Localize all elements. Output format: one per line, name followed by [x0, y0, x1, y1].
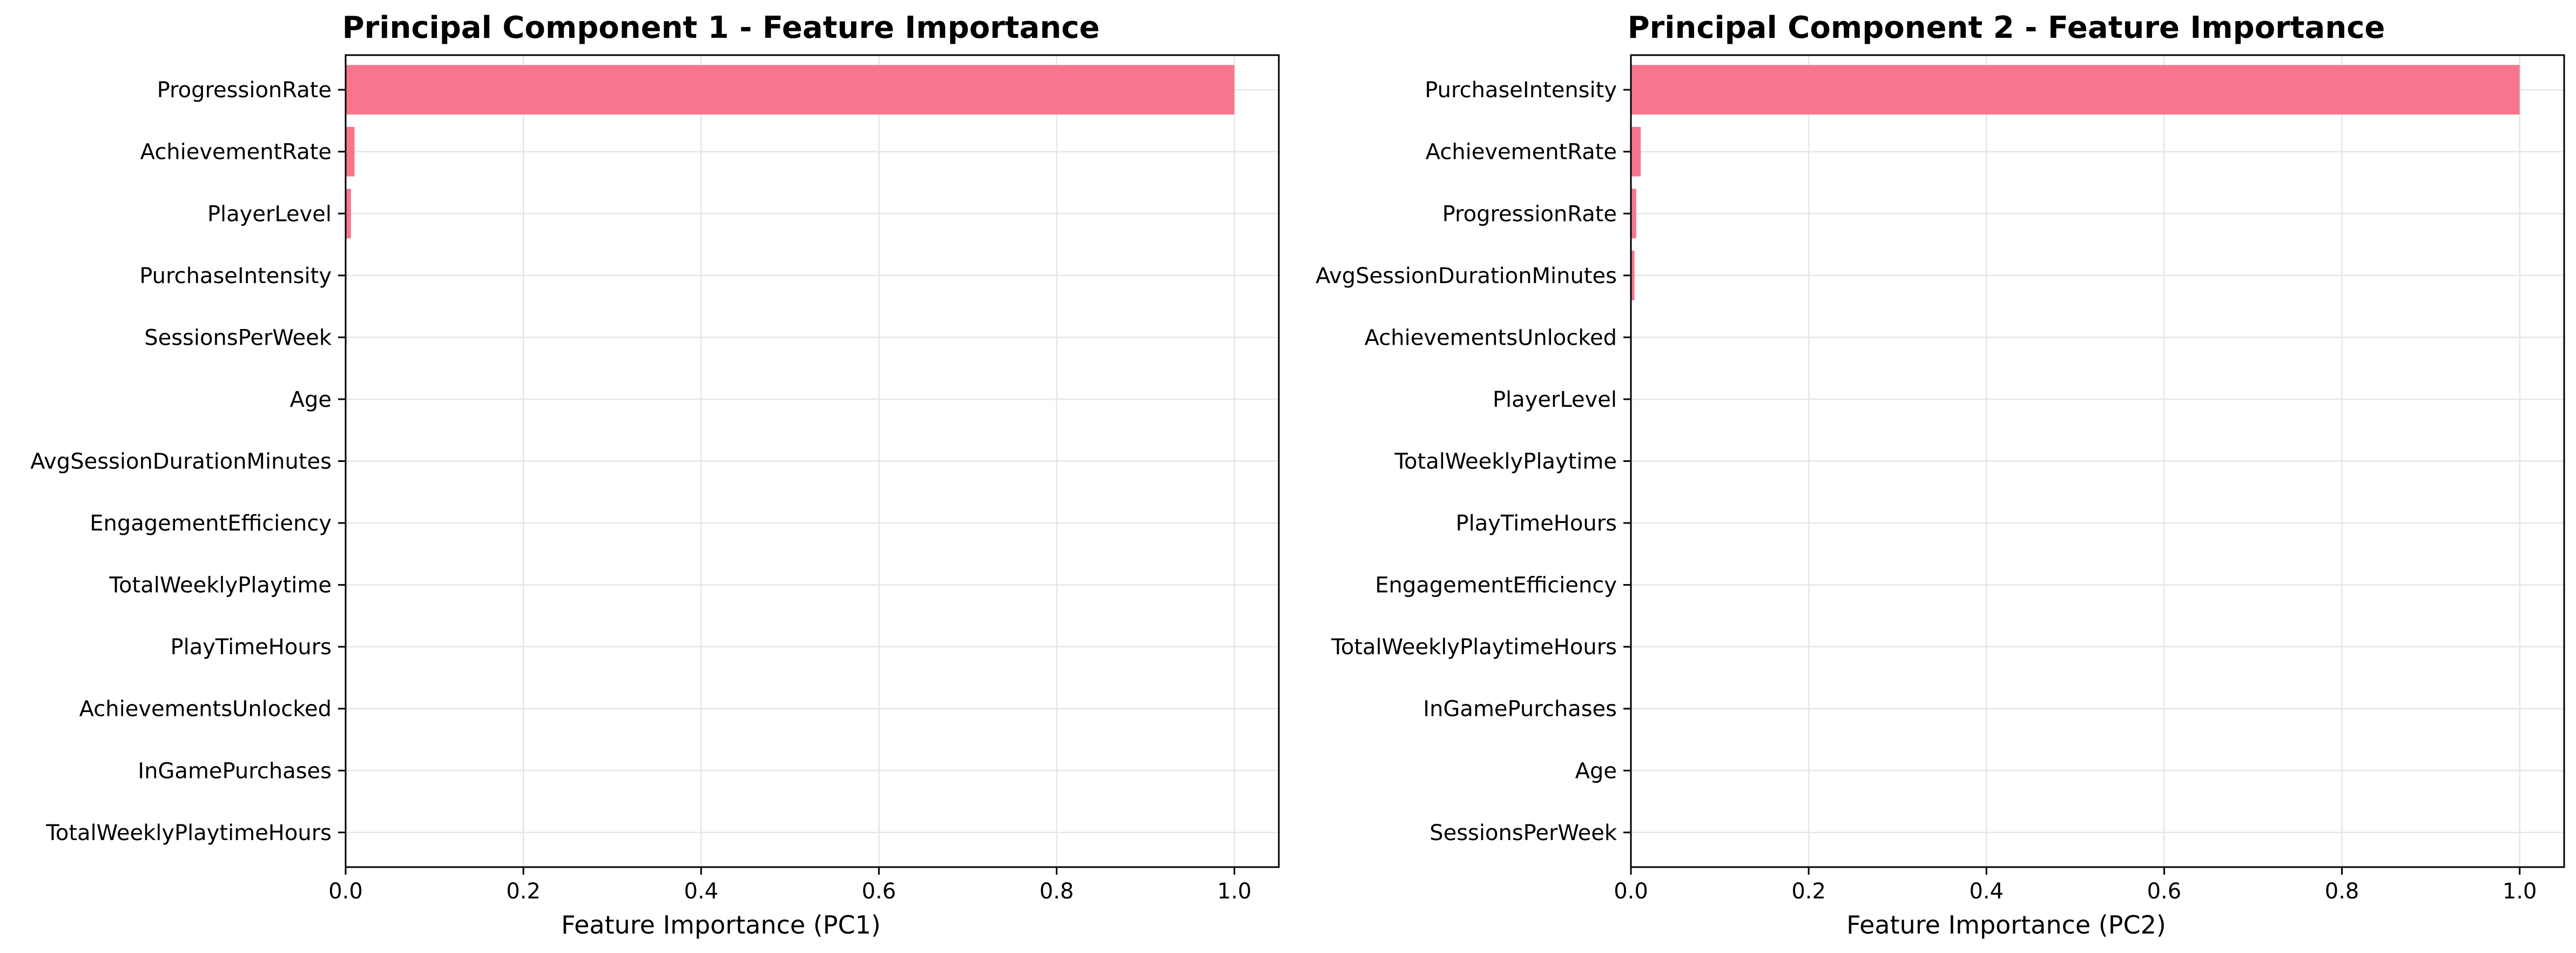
y-tick-label: Age — [290, 387, 332, 412]
bar — [1631, 126, 1641, 177]
x-tick-label: 0.6 — [862, 879, 896, 904]
x-tick-label: 1.0 — [1217, 879, 1252, 904]
y-tick-label: TotalWeeklyPlaytimeHours — [1331, 635, 1617, 660]
x-axis-label-pc1: Feature Importance (PC1) — [561, 910, 881, 939]
y-tick-label: AvgSessionDurationMinutes — [30, 449, 332, 474]
y-tick-label: PlayerLevel — [207, 202, 332, 226]
grid-pc1 — [345, 55, 1279, 867]
y-tick-label: EngagementEfficiency — [90, 511, 332, 536]
chart-title-pc2: Principal Component 2 - Feature Importan… — [1628, 10, 2385, 45]
y-tick-label: PlayTimeHours — [171, 635, 332, 660]
grid-pc2 — [1630, 55, 2564, 867]
y-tick-label: PurchaseIntensity — [139, 264, 332, 288]
y-tick-label: ProgressionRate — [157, 78, 332, 103]
y-tick-label: AvgSessionDurationMinutes — [1316, 264, 1617, 288]
y-tick-label: ProgressionRate — [1442, 202, 1617, 226]
x-tick-label: 0.8 — [1040, 879, 1074, 904]
x-tick-label: 0.8 — [2325, 879, 2359, 904]
y-tick-label: PlayTimeHours — [1456, 511, 1617, 536]
x-tick-label: 0.6 — [2147, 879, 2182, 904]
x-axis-label-pc2: Feature Importance (PC2) — [1846, 910, 2166, 939]
y-tick-label: AchievementRate — [1426, 140, 1617, 165]
bar — [346, 126, 355, 177]
x-tick-label: 0.2 — [506, 879, 541, 904]
bars-pc2 — [1631, 65, 2520, 857]
bar — [346, 189, 351, 239]
y-tick-label: AchievementsUnlocked — [79, 697, 332, 722]
chart-panel-pc1: Principal Component 1 - Feature Importan… — [30, 10, 1280, 939]
y-tick-label: TotalWeeklyPlaytime — [1394, 449, 1617, 474]
x-tick-label: 0.4 — [1969, 879, 2004, 904]
x-tick-label: 0.0 — [328, 879, 363, 904]
y-ticks-pc1: ProgressionRate AchievementRate PlayerLeve… — [30, 78, 346, 845]
y-tick-label: InGamePurchases — [1423, 697, 1617, 722]
y-tick-label: TotalWeeklyPlaytime — [109, 573, 332, 598]
x-ticks-pc2: 0.0 0.2 0.4 0.6 0.8 1.0 — [1614, 867, 2537, 904]
y-tick-label: AchievementsUnlocked — [1365, 325, 1617, 350]
y-tick-label: SessionsPerWeek — [1429, 821, 1617, 845]
y-tick-label: EngagementEfficiency — [1375, 573, 1617, 598]
x-tick-label: 0.0 — [1614, 879, 1648, 904]
y-tick-label: TotalWeeklyPlaytimeHours — [45, 821, 332, 845]
chart-title-pc1: Principal Component 1 - Feature Importan… — [342, 10, 1100, 45]
bar — [1631, 65, 2520, 115]
x-tick-label: 1.0 — [2503, 879, 2537, 904]
x-tick-label: 0.2 — [1791, 879, 1826, 904]
x-tick-label: 0.4 — [684, 879, 718, 904]
y-ticks-pc2: PurchaseIntensity AchievementRate Progress… — [1316, 78, 1631, 845]
y-tick-label: Age — [1575, 759, 1617, 783]
x-ticks-pc1: 0.0 0.2 0.4 0.6 0.8 1.0 — [328, 867, 1252, 904]
y-tick-label: PurchaseIntensity — [1425, 78, 1617, 103]
bar — [346, 65, 1235, 115]
bars-pc1 — [346, 65, 1235, 857]
y-tick-label: SessionsPerWeek — [144, 325, 332, 350]
bar — [1631, 251, 1635, 300]
bar — [1631, 189, 1636, 239]
y-tick-label: InGamePurchases — [138, 759, 332, 783]
y-tick-label: PlayerLevel — [1493, 387, 1617, 412]
chart-panel-pc2: Principal Component 2 - Feature Importan… — [1316, 10, 2565, 939]
y-tick-label: AchievementRate — [140, 140, 332, 165]
